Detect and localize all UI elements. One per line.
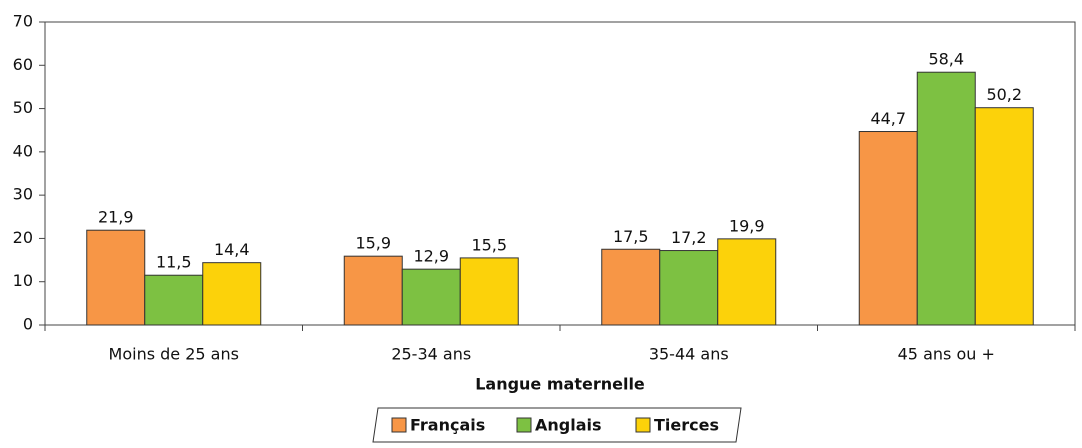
y-tick-label: 60 [13,55,33,74]
value-label: 15,9 [355,234,391,253]
value-label: 12,9 [413,247,449,266]
bar [144,274,204,326]
value-label: 58,4 [928,50,964,69]
bar [401,268,461,326]
y-tick-label: 50 [13,98,33,117]
bar [459,257,519,326]
value-label: 21,9 [98,208,134,227]
y-tick-label: 30 [13,185,33,204]
x-tick-label: Moins de 25 ans [109,345,239,364]
value-label: 50,2 [986,85,1022,104]
y-tick-label: 40 [13,141,33,160]
y-tick-label: 70 [13,12,33,31]
legend-swatch [391,417,407,433]
legend-swatch [635,417,651,433]
bar [659,250,719,326]
x-axis-label: Langue maternelle [475,375,645,394]
bar [858,131,918,326]
bar [601,248,661,326]
value-label: 44,7 [870,109,906,128]
bar [974,107,1034,326]
value-label: 11,5 [156,253,192,272]
legend-label: Anglais [535,416,602,435]
legend-label: Français [410,416,485,435]
value-label: 17,5 [613,227,649,246]
value-label: 15,5 [471,235,507,254]
bar [916,71,976,326]
y-tick-label: 0 [23,315,33,334]
value-label: 14,4 [214,240,250,259]
bar [343,255,403,326]
x-tick-label: 25-34 ans [391,345,471,364]
value-label: 17,2 [671,228,707,247]
bar [202,262,262,326]
x-tick-label: 35-44 ans [649,345,729,364]
value-label: 19,9 [729,216,765,235]
bar [717,238,777,326]
x-tick-label: 45 ans ou + [898,345,995,364]
legend-box [372,407,742,443]
legend-label: Tierces [654,416,719,435]
y-tick-label: 20 [13,228,33,247]
bar [86,229,146,326]
y-tick-label: 10 [13,271,33,290]
legend-swatch [516,417,532,433]
